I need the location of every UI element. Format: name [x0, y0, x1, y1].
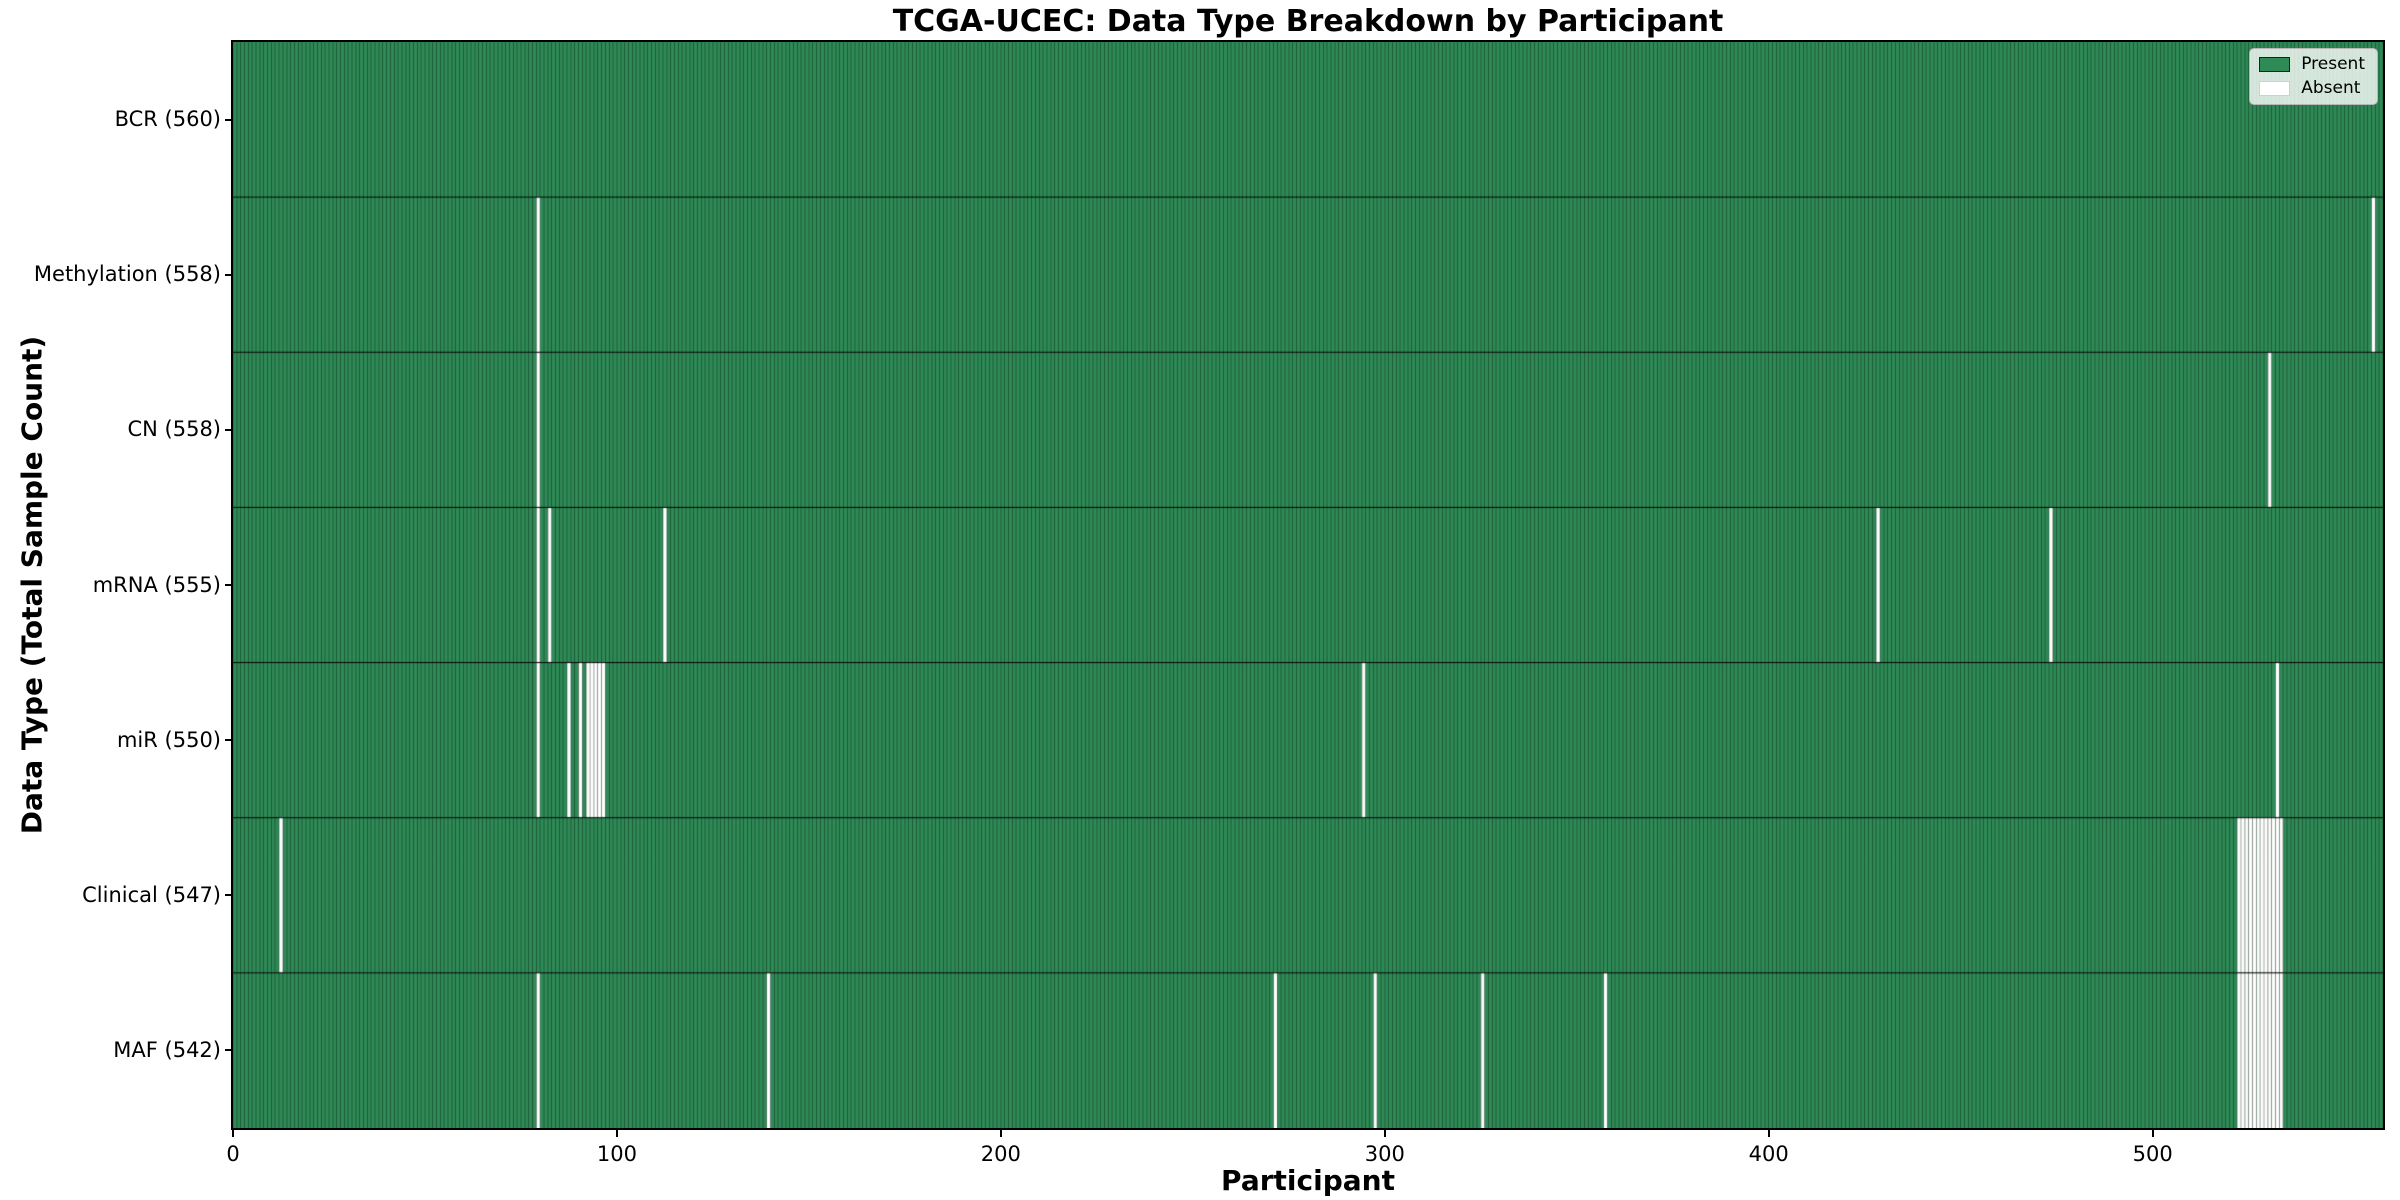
y-tick-mark — [225, 428, 233, 431]
x-tick-mark — [999, 1128, 1002, 1137]
legend-item-absent: Absent — [2259, 80, 2365, 97]
present-swatch-icon — [2259, 57, 2291, 72]
chart-title: TCGA-UCEC: Data Type Breakdown by Partic… — [892, 4, 1724, 39]
y-tick-mark — [225, 584, 233, 586]
presence-matrix-canvas — [233, 42, 2383, 1128]
row-label-mrna: mRNA (555) — [92, 572, 221, 597]
legend: Present Absent — [2249, 48, 2378, 105]
x-tick-mark — [615, 1128, 618, 1137]
x-tick-label-200: 200 — [980, 1142, 1021, 1166]
legend-label-absent: Absent — [2301, 78, 2361, 98]
legend-item-present: Present — [2259, 56, 2365, 73]
x-tick-label-500: 500 — [2132, 1142, 2173, 1166]
x-tick-label-100: 100 — [596, 1142, 637, 1166]
x-tick-mark — [2151, 1128, 2154, 1137]
x-tick-mark — [1767, 1128, 1770, 1137]
x-axis-title: Participant — [1221, 1164, 1395, 1197]
y-tick-mark — [225, 894, 233, 897]
row-label-mir: miR (550) — [116, 727, 221, 752]
absent-swatch-icon — [2259, 81, 2291, 96]
x-tick-mark — [232, 1128, 234, 1137]
row-label-cn: CN (558) — [127, 417, 221, 442]
plot-area — [231, 40, 2385, 1130]
row-label-methylation: Methylation (558) — [33, 262, 221, 287]
y-tick-mark — [225, 1049, 233, 1052]
y-tick-mark — [225, 118, 233, 121]
legend-label-present: Present — [2301, 54, 2365, 74]
y-tick-mark — [225, 273, 233, 276]
x-tick-label-300: 300 — [1364, 1142, 1405, 1166]
x-tick-mark — [1383, 1128, 1386, 1137]
row-label-clinical: Clinical (547) — [82, 882, 221, 907]
x-tick-label-400: 400 — [1748, 1142, 1789, 1166]
y-tick-mark — [225, 739, 233, 742]
row-label-maf: MAF (542) — [113, 1037, 221, 1062]
x-tick-label-0: 0 — [226, 1142, 240, 1166]
row-label-bcr: BCR (560) — [114, 107, 221, 132]
